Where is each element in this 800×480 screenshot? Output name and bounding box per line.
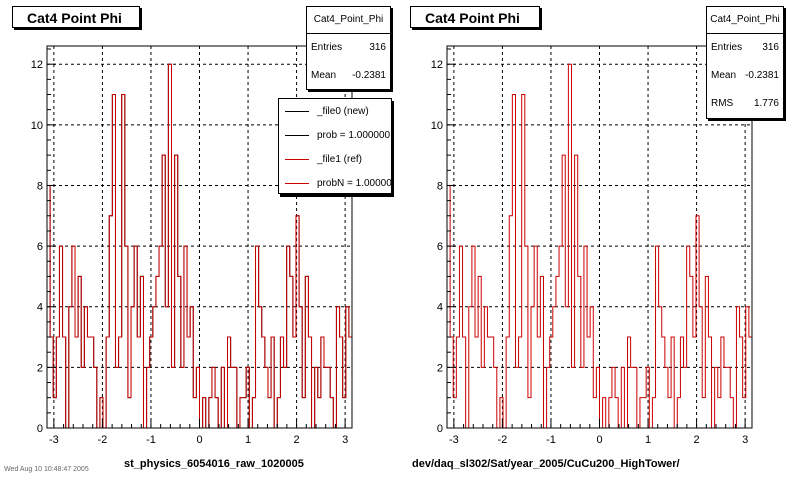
stats-entries-row: Entries 316	[307, 34, 390, 62]
x-tick-label: -1	[546, 434, 556, 446]
y-tick-label: 8	[437, 180, 443, 192]
x-tick-label: 1	[245, 434, 251, 446]
right-x-axis-title: dev/daq_sl302/Sat/year_2005/CuCu200_High…	[412, 458, 680, 470]
legend-entry-new: _file0 (new)	[279, 99, 391, 123]
right-plot-title: Cat4 Point Phi	[410, 6, 540, 28]
stats-entries-value: 316	[762, 42, 779, 53]
y-tick-label: 12	[431, 59, 443, 71]
x-tick-label: 0	[596, 434, 602, 446]
x-tick-label: 0	[196, 434, 202, 446]
legend-label: probN = 1.000000	[317, 177, 392, 189]
legend-line-swatch	[285, 158, 309, 160]
left-legend: _file0 (new) prob = 1.000000 _file1 (ref…	[278, 98, 392, 194]
legend-line-swatch	[285, 182, 309, 184]
x-tick-label: 1	[645, 434, 651, 446]
stats-name: Cat4_Point_Phi	[707, 7, 783, 34]
stats-entries-label: Entries	[711, 42, 743, 53]
stats-name: Cat4_Point_Phi	[307, 7, 390, 34]
timestamp-text: Wed Aug 10 10:48:47 2005	[4, 466, 89, 473]
left-stats-box: Cat4_Point_Phi Entries 316 Mean -0.2381	[306, 6, 391, 90]
legend-label: prob = 1.000000	[317, 129, 391, 141]
y-tick-label: 4	[437, 302, 443, 314]
stats-entries-row: Entries 316	[707, 34, 783, 62]
x-tick-label: 2	[694, 434, 700, 446]
y-tick-label: 8	[37, 180, 43, 192]
x-tick-label: 2	[294, 434, 300, 446]
stats-rms-value: 1.776	[753, 98, 779, 109]
stats-mean-label: Mean	[711, 70, 737, 81]
stats-mean-label: Mean	[311, 70, 337, 81]
x-tick-label: -3	[449, 434, 459, 446]
y-tick-label: 10	[431, 120, 443, 132]
legend-entry-probn: probN = 1.000000	[279, 171, 392, 193]
y-tick-label: 0	[437, 423, 443, 435]
x-tick-label: -2	[98, 434, 108, 446]
legend-entry-ref: _file1 (ref)	[279, 147, 391, 171]
stats-rms-row: RMS 1.776	[707, 90, 783, 118]
x-tick-label: -1	[146, 434, 156, 446]
x-tick-label: -2	[498, 434, 508, 446]
stats-rms-label: RMS	[711, 98, 734, 109]
y-tick-label: 12	[31, 59, 43, 71]
legend-entry-prob: prob = 1.000000	[279, 123, 391, 147]
stats-mean-value: -0.2381	[352, 70, 386, 81]
left-plot-title: Cat4 Point Phi	[12, 6, 140, 28]
y-tick-label: 10	[31, 120, 43, 132]
legend-label: _file1 (ref)	[317, 153, 363, 165]
right-stats-box: Cat4_Point_Phi Entries 316 Mean -0.2381 …	[706, 6, 784, 119]
legend-line-swatch	[285, 134, 309, 136]
stats-mean-row: Mean -0.2381	[707, 62, 783, 90]
x-tick-label: -3	[49, 434, 59, 446]
y-tick-label: 6	[437, 241, 443, 253]
y-tick-label: 6	[37, 241, 43, 253]
y-tick-label: 2	[437, 362, 443, 374]
stats-entries-value: 316	[369, 42, 386, 53]
y-tick-label: 2	[37, 362, 43, 374]
legend-label: _file0 (new)	[317, 105, 369, 117]
y-tick-label: 4	[37, 302, 43, 314]
stats-mean-value: -0.2381	[745, 70, 779, 81]
legend-line-swatch	[285, 110, 309, 112]
stats-entries-label: Entries	[311, 42, 343, 53]
left-x-axis-title: st_physics_6054016_raw_1020005	[124, 458, 304, 470]
y-tick-label: 0	[37, 423, 43, 435]
x-tick-label: 3	[342, 434, 348, 446]
stats-mean-row: Mean -0.2381	[307, 62, 390, 90]
x-tick-label: 3	[742, 434, 748, 446]
